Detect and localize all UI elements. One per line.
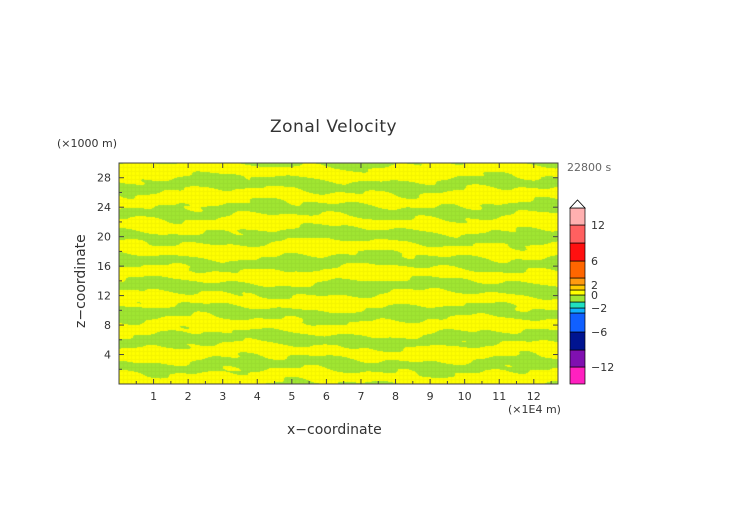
colorbar-segment (569, 349, 586, 368)
colorbar-tick-label: 0 (591, 289, 598, 302)
x-tick-label: 11 (492, 390, 506, 403)
colorbar-segment (569, 207, 586, 226)
x-axis-label: x−coordinate (287, 422, 382, 438)
colorbar-segment (569, 307, 586, 314)
x-tick-label: 10 (458, 390, 472, 403)
x-tick-label: 3 (219, 390, 226, 403)
y-tick-label: 16 (97, 260, 111, 273)
colorbar-tick-label: 6 (591, 255, 598, 268)
colorbar-segment (569, 277, 586, 286)
x-tick-label: 7 (357, 390, 364, 403)
colorbar-extend-triangle (569, 199, 586, 209)
x-tick-label: 5 (288, 390, 295, 403)
y-tick-label: 4 (104, 349, 111, 362)
y-tick-label: 20 (97, 231, 111, 244)
colorbar-segment (569, 301, 586, 309)
colorbar-segment (569, 284, 586, 291)
colorbar-tick-label: −6 (591, 326, 607, 339)
colorbar-segment (569, 366, 586, 385)
plot-frame (118, 162, 559, 385)
x-tick-label: 9 (427, 390, 434, 403)
y-tick-label: 12 (97, 290, 111, 303)
x-tick-label: 6 (323, 390, 330, 403)
colorbar-segment (569, 289, 586, 296)
colorbar-segment (569, 224, 586, 244)
chart-title: Zonal Velocity (270, 117, 398, 137)
y-tick-label: 24 (97, 201, 111, 214)
x-tick-label: 12 (527, 390, 541, 403)
y-axis-unit: (×1000 m) (57, 137, 118, 150)
colorbar-segment (569, 242, 586, 262)
x-tick-label: 4 (254, 390, 261, 403)
x-tick-label: 8 (392, 390, 399, 403)
colorbar-segment (569, 294, 586, 303)
y-tick-label: 8 (104, 319, 111, 332)
contour-field (119, 163, 558, 384)
colorbar-segment (569, 260, 586, 279)
colorbar-tick-label: −2 (591, 302, 607, 315)
x-tick-label: 1 (150, 390, 157, 403)
colorbar-segment (569, 312, 586, 333)
colorbar-tick-label: 12 (591, 219, 605, 232)
time-label: 22800 s (567, 161, 612, 174)
colorbar-segment (569, 331, 586, 351)
x-tick-label: 2 (185, 390, 192, 403)
x-axis-unit: (×1E4 m) (508, 403, 561, 416)
y-tick-label: 28 (97, 172, 111, 185)
colorbar-tick-label: −12 (591, 361, 614, 374)
colorbar-tick-label: 2 (591, 279, 598, 292)
